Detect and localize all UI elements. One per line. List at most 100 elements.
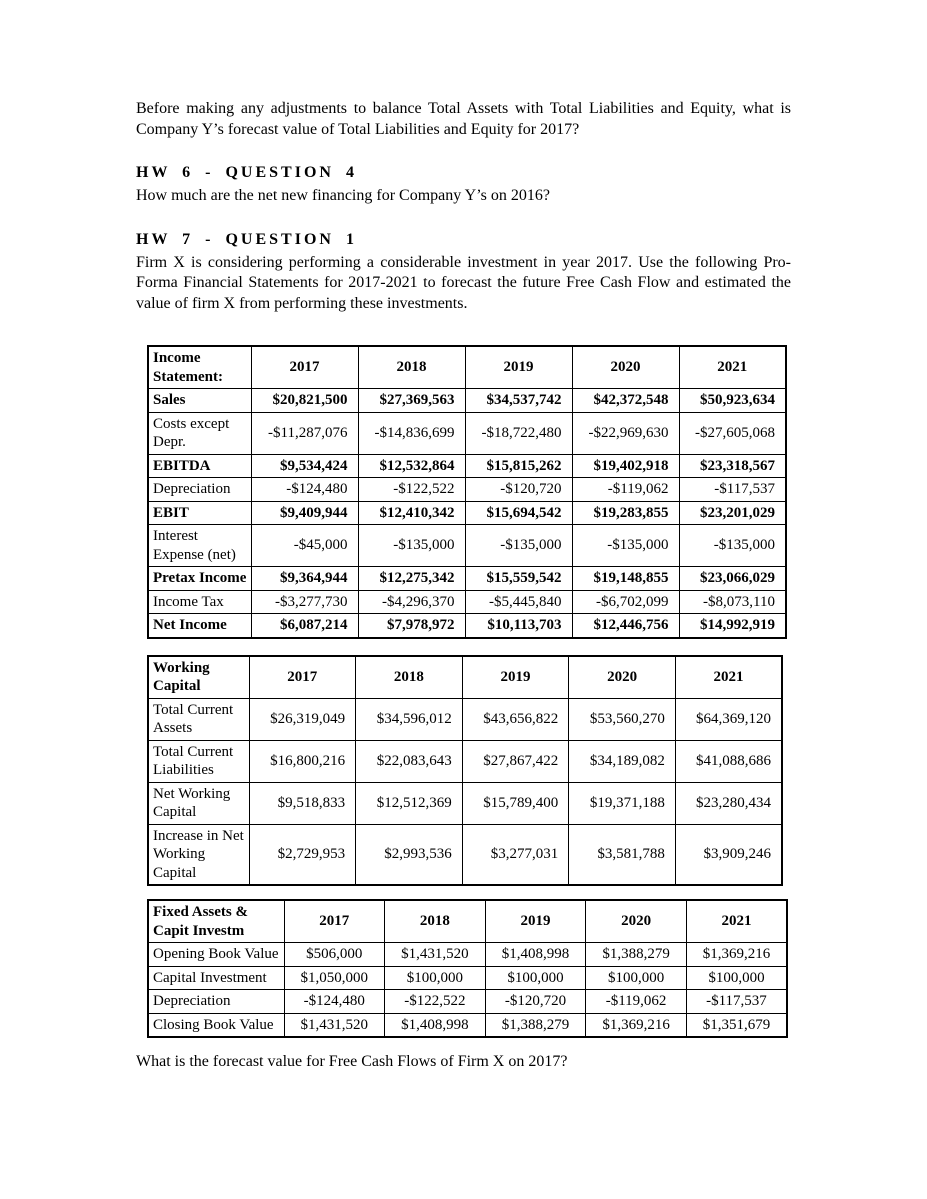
fixed-assets-capital-investment-table: Fixed Assets & Capit Investm 2017 2018 2019… (147, 899, 788, 1038)
row-label: Income Tax (147, 589, 252, 614)
value-cell: $50,923,634 (678, 388, 787, 413)
table-row: Opening Book Value $506,000 $1,431,520 $1,4… (147, 942, 788, 967)
value-cell: -$119,062 (585, 989, 687, 1014)
table-row: Net Working Capital $9,518,833 $12,512,369… (147, 781, 783, 825)
row-label: EBIT (147, 500, 252, 525)
value-cell: -$22,969,630 (571, 411, 680, 455)
year-column-header: 2017 (283, 899, 386, 943)
value-cell: $9,364,944 (250, 566, 359, 591)
value-cell: $19,283,855 (571, 500, 680, 525)
row-label: Net Working Capital (147, 781, 250, 825)
value-cell: $34,596,012 (355, 697, 463, 741)
table-row: EBITDA $9,534,424 $12,532,864 $15,815,262 $1… (147, 453, 787, 478)
value-cell: -$135,000 (464, 524, 573, 567)
value-cell: -$135,000 (678, 524, 787, 567)
value-cell: $12,410,342 (357, 500, 466, 525)
value-cell: $23,066,029 (678, 566, 787, 591)
value-cell: -$124,480 (283, 989, 386, 1014)
value-cell: $12,446,756 (571, 613, 680, 638)
value-cell: $26,319,049 (248, 697, 357, 741)
value-cell: $1,388,279 (585, 942, 687, 967)
value-cell: $23,201,029 (678, 500, 787, 525)
table-row: Net Income $6,087,214 $7,978,972 $10,113,70… (147, 613, 787, 638)
value-cell: $2,993,536 (355, 823, 463, 886)
value-cell: $64,369,120 (674, 697, 783, 741)
value-cell: -$120,720 (464, 477, 573, 502)
intro-paragraph: Before making any adjustments to balance… (136, 100, 791, 138)
year-column-header: 2021 (674, 655, 783, 699)
value-cell: $100,000 (685, 965, 788, 990)
value-cell: -$135,000 (571, 524, 680, 567)
value-cell: $12,275,342 (357, 566, 466, 591)
value-cell: -$117,537 (678, 477, 787, 502)
value-cell: $1,431,520 (384, 942, 486, 967)
value-cell: -$5,445,840 (464, 589, 573, 614)
year-column-header: 2019 (484, 899, 587, 943)
table-row: Income Tax -$3,277,730 -$4,296,370 -$5,445,… (147, 589, 787, 614)
value-cell: $27,369,563 (357, 388, 466, 413)
value-cell: $23,280,434 (674, 781, 783, 825)
value-cell: $1,431,520 (283, 1012, 386, 1038)
value-cell: $3,581,788 (568, 823, 676, 886)
financial-tables: Income Statement: 2017 2018 2019 2020 2021 Sal… (147, 345, 791, 1038)
value-cell: $42,372,548 (571, 388, 680, 413)
row-label: Costs except Depr. (147, 411, 252, 455)
value-cell: $3,909,246 (674, 823, 783, 886)
value-cell: $3,277,031 (461, 823, 570, 886)
value-cell: $100,000 (585, 965, 687, 990)
value-cell: -$3,277,730 (250, 589, 359, 614)
value-cell: -$27,605,068 (678, 411, 787, 455)
value-cell: $12,532,864 (357, 453, 466, 478)
value-cell: $1,408,998 (484, 942, 587, 967)
table-title: Fixed Assets & Capit Investm (147, 899, 285, 943)
value-cell: $1,388,279 (484, 1012, 587, 1038)
value-cell: $9,534,424 (250, 453, 359, 478)
value-cell: $15,815,262 (464, 453, 573, 478)
value-cell: $16,800,216 (248, 739, 357, 783)
row-label: Interest Expense (net) (147, 524, 252, 567)
year-column-header: 2017 (250, 345, 359, 389)
year-column-header: 2020 (568, 655, 676, 699)
year-column-header: 2018 (357, 345, 466, 389)
value-cell: -$6,702,099 (571, 589, 680, 614)
row-label: Depreciation (147, 477, 252, 502)
working-capital-table: Working Capital 2017 2018 2019 2020 2021 Total… (147, 654, 783, 886)
value-cell: $41,088,686 (674, 739, 783, 783)
value-cell: $1,351,679 (685, 1012, 788, 1038)
value-cell: -$135,000 (357, 524, 466, 567)
hw6-question4-text: How much are the net new financing for C… (136, 187, 550, 204)
value-cell: $1,369,216 (685, 942, 788, 967)
value-cell: $22,083,643 (355, 739, 463, 783)
row-label: EBITDA (147, 453, 252, 478)
value-cell: $1,050,000 (283, 965, 386, 990)
value-cell: $43,656,822 (461, 697, 570, 741)
row-label: Opening Book Value (147, 942, 285, 967)
row-label: Increase in Net Working Capital (147, 823, 250, 886)
table-row: Capital Investment $1,050,000 $100,000 $100… (147, 965, 788, 990)
row-label: Pretax Income (147, 566, 252, 591)
value-cell: $34,189,082 (568, 739, 676, 783)
year-column-header: 2021 (678, 345, 787, 389)
year-column-header: 2020 (585, 899, 687, 943)
table-title: Income Statement: (147, 345, 252, 389)
hw7-question1-paragraph: Firm X is considering performing a consi… (136, 253, 791, 312)
table-row: Interest Expense (net) -$45,000 -$135,000-… (147, 524, 787, 567)
value-cell: $100,000 (384, 965, 486, 990)
value-cell: $20,821,500 (250, 388, 359, 413)
row-label: Net Income (147, 613, 252, 638)
value-cell: $19,402,918 (571, 453, 680, 478)
row-label: Closing Book Value (147, 1012, 285, 1038)
table-row: Pretax Income $9,364,944 $12,275,342 $15,55… (147, 566, 787, 591)
value-cell: $12,512,369 (355, 781, 463, 825)
table-row: Depreciation -$124,480 -$122,522 -$120,720-… (147, 477, 787, 502)
value-cell: $19,148,855 (571, 566, 680, 591)
value-cell: $1,369,216 (585, 1012, 687, 1038)
table-header-row: Income Statement: 2017 2018 2019 2020 2021 (147, 345, 787, 389)
value-cell: $19,371,188 (568, 781, 676, 825)
value-cell: -$18,722,480 (464, 411, 573, 455)
value-cell: $23,318,567 (678, 453, 787, 478)
value-cell: -$14,836,699 (357, 411, 466, 455)
table-row: Total Current Liabilities $16,800,216 $22,… (147, 739, 783, 783)
value-cell: -$122,522 (357, 477, 466, 502)
